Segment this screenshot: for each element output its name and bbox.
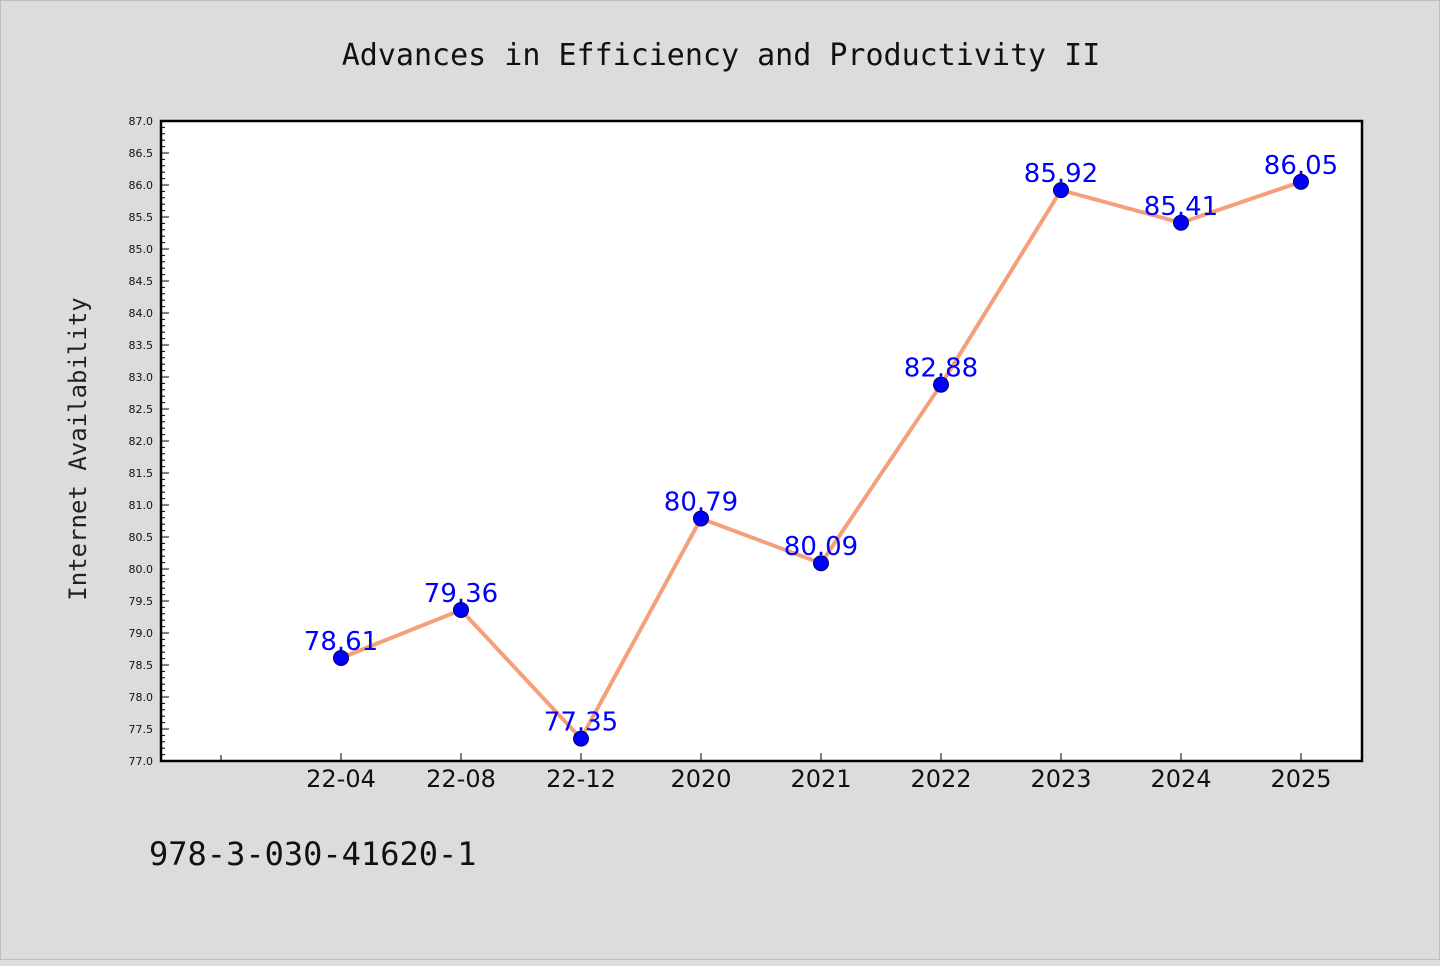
data-label: 85.92 xyxy=(1024,159,1098,189)
y-tick-label: 81.5 xyxy=(129,467,154,480)
x-tick-label: 22-12 xyxy=(546,765,616,793)
y-tick-label: 82.0 xyxy=(129,435,154,448)
data-point xyxy=(693,510,709,527)
y-tick-label: 78.5 xyxy=(129,659,154,672)
y-tick-label: 84.0 xyxy=(129,307,154,320)
x-tick-label: 2020 xyxy=(670,765,731,793)
data-point xyxy=(813,555,829,572)
y-tick-label: 85.5 xyxy=(129,211,154,224)
y-tick-label: 79.0 xyxy=(129,627,154,640)
y-tick-label: 83.0 xyxy=(129,371,154,384)
data-point xyxy=(453,601,469,618)
x-tick-label: 22-08 xyxy=(426,765,496,793)
y-tick-label: 85.0 xyxy=(129,243,154,256)
data-label: 80.79 xyxy=(664,487,738,517)
y-tick-label: 81.0 xyxy=(129,499,154,512)
y-tick-label: 80.5 xyxy=(129,531,154,544)
y-tick-label: 86.5 xyxy=(129,147,154,160)
data-label: 78.61 xyxy=(304,627,378,657)
x-tick-label: 2022 xyxy=(910,765,971,793)
x-tick-label: 2023 xyxy=(1030,765,1091,793)
data-point xyxy=(1293,173,1309,190)
data-label: 86.05 xyxy=(1264,151,1338,181)
x-tick-label: 2024 xyxy=(1150,765,1211,793)
x-tick-label: 2021 xyxy=(790,765,851,793)
y-tick-label: 82.5 xyxy=(129,403,154,416)
y-tick-label: 86.0 xyxy=(129,179,154,192)
data-label: 82.88 xyxy=(904,354,978,384)
y-tick-label: 77.0 xyxy=(129,755,154,768)
x-tick-label: 22-04 xyxy=(306,765,376,793)
y-tick-label: 78.0 xyxy=(129,691,154,704)
y-tick-label: 80.0 xyxy=(129,563,154,576)
data-label: 85.41 xyxy=(1144,192,1218,222)
y-tick-label: 79.5 xyxy=(129,595,154,608)
y-tick-label: 84.5 xyxy=(129,275,154,288)
y-tick-label: 83.5 xyxy=(129,339,154,352)
data-label: 80.09 xyxy=(784,532,858,562)
chart-title: Advances in Efficiency and Productivity … xyxy=(342,38,1101,73)
data-point xyxy=(333,649,349,666)
data-label-layer: 78.61 79.36 77.35 80.79 80.09 82.88 85.92 85.41… xyxy=(304,151,1338,738)
data-point xyxy=(573,730,589,747)
y-axis: 77.0 77.5 78.0 78.5 79.0 79.5 80.0 80.5 81.0 81.5… xyxy=(129,115,169,768)
footnote-isbn: 978-3-030-41620-1 xyxy=(149,835,477,873)
y-tick-label: 77.5 xyxy=(129,723,154,736)
plot-area xyxy=(159,119,1364,763)
data-point xyxy=(1053,182,1069,199)
y-axis-label: Internet Availability xyxy=(64,297,92,600)
data-label: 77.35 xyxy=(544,708,618,738)
x-tick-label: 2025 xyxy=(1270,765,1331,793)
data-point xyxy=(1173,214,1189,231)
y-tick-label: 87.0 xyxy=(129,115,154,128)
x-axis: 22-04 22-08 22-12 2020 2021 2022 2023 2024 2025 xyxy=(220,753,1332,793)
data-point xyxy=(933,376,949,393)
series-layer xyxy=(333,173,1309,747)
data-label: 79.36 xyxy=(424,579,498,609)
